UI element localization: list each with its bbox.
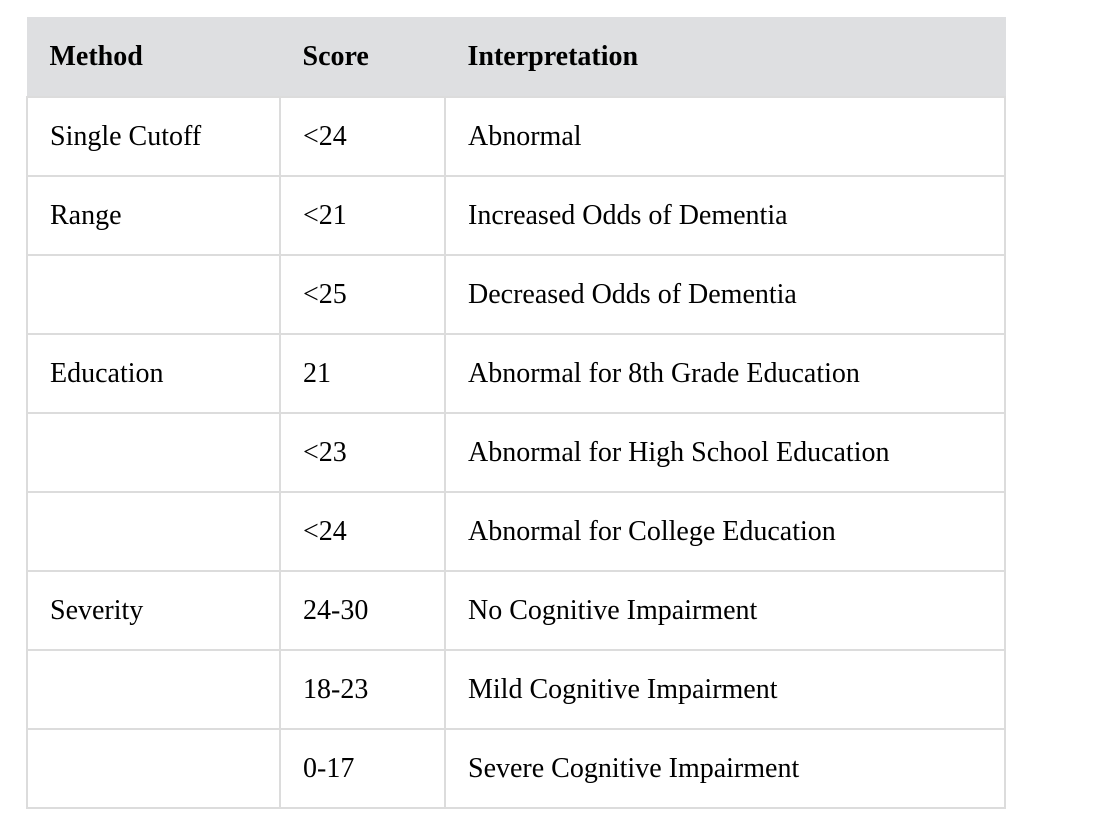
cell-method — [27, 492, 280, 571]
table-row: <25 Decreased Odds of Dementia — [27, 255, 1005, 334]
header-interpretation: Interpretation — [445, 18, 1005, 98]
cell-method — [27, 729, 280, 808]
cell-score: <24 — [280, 97, 445, 176]
cell-interpretation: No Cognitive Impairment — [445, 571, 1005, 650]
table-row: 0-17 Severe Cognitive Impairment — [27, 729, 1005, 808]
header-row: Method Score Interpretation — [27, 18, 1005, 98]
cell-interpretation: Abnormal — [445, 97, 1005, 176]
cell-interpretation: Decreased Odds of Dementia — [445, 255, 1005, 334]
cell-interpretation: Abnormal for High School Education — [445, 413, 1005, 492]
table-row: Education 21 Abnormal for 8th Grade Educ… — [27, 334, 1005, 413]
cell-score: 18-23 — [280, 650, 445, 729]
header-score: Score — [280, 18, 445, 98]
cell-score: <23 — [280, 413, 445, 492]
cell-interpretation: Severe Cognitive Impairment — [445, 729, 1005, 808]
cell-interpretation: Abnormal for College Education — [445, 492, 1005, 571]
cell-method: Severity — [27, 571, 280, 650]
cell-score: <25 — [280, 255, 445, 334]
cell-method: Education — [27, 334, 280, 413]
cell-method — [27, 413, 280, 492]
cell-method: Single Cutoff — [27, 97, 280, 176]
header-method: Method — [27, 18, 280, 98]
table-body: Single Cutoff <24 Abnormal Range <21 Inc… — [27, 97, 1005, 808]
table-header: Method Score Interpretation — [27, 18, 1005, 98]
cell-score: 21 — [280, 334, 445, 413]
cell-method — [27, 255, 280, 334]
cell-interpretation: Increased Odds of Dementia — [445, 176, 1005, 255]
table-row: <24 Abnormal for College Education — [27, 492, 1005, 571]
table-row: <23 Abnormal for High School Education — [27, 413, 1005, 492]
cell-score: <24 — [280, 492, 445, 571]
table-row: 18-23 Mild Cognitive Impairment — [27, 650, 1005, 729]
cell-method: Range — [27, 176, 280, 255]
table-row: Single Cutoff <24 Abnormal — [27, 97, 1005, 176]
score-interpretation-table: Method Score Interpretation Single Cutof… — [26, 17, 1006, 809]
table-row: Severity 24-30 No Cognitive Impairment — [27, 571, 1005, 650]
table-row: Range <21 Increased Odds of Dementia — [27, 176, 1005, 255]
cell-interpretation: Abnormal for 8th Grade Education — [445, 334, 1005, 413]
cell-score: <21 — [280, 176, 445, 255]
cell-score: 24-30 — [280, 571, 445, 650]
cell-method — [27, 650, 280, 729]
cell-score: 0-17 — [280, 729, 445, 808]
cell-interpretation: Mild Cognitive Impairment — [445, 650, 1005, 729]
